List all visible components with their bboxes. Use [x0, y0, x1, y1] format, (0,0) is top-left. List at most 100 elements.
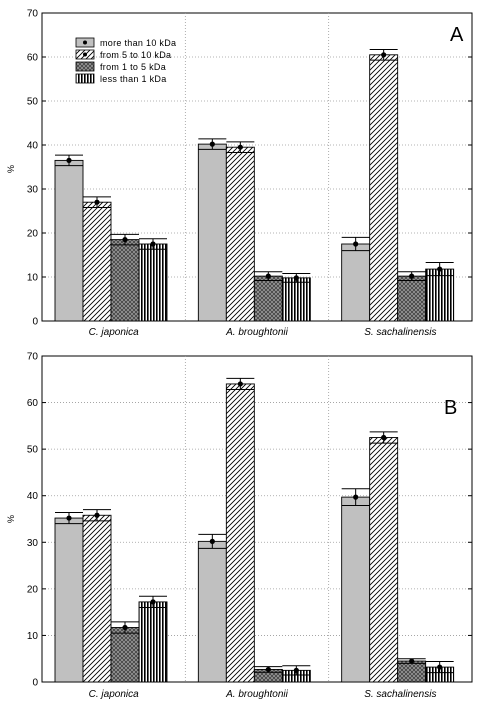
y-tick-label: 70	[27, 352, 39, 363]
error-bar	[341, 236, 370, 252]
gridlines	[42, 356, 472, 682]
legend-label: from 5 to 10 kDa	[100, 50, 171, 60]
y-tick-label: 0	[32, 317, 38, 328]
legend-item: from 5 to 10 kDa	[75, 49, 171, 60]
mean-point	[409, 658, 415, 664]
mean-point	[209, 538, 215, 544]
y-tick-label: 50	[27, 97, 39, 108]
bars	[54, 377, 455, 683]
y-tick-label: 50	[27, 445, 39, 456]
category-label: C. japonica	[89, 327, 139, 338]
mean-point	[94, 512, 100, 518]
legend-label: more than 10 kDa	[100, 38, 176, 48]
y-tick-label: 20	[27, 229, 39, 240]
legend-item: less than 1 kDa	[75, 73, 167, 84]
y-tick-label: 40	[27, 491, 39, 502]
bar	[110, 627, 140, 683]
legend: more than 10 kDa from 5 to 10 kDa from 1 t…	[75, 37, 176, 84]
mean-point	[265, 666, 271, 673]
legend-label: less than 1 kDa	[100, 74, 167, 84]
panel-label: A	[450, 24, 464, 46]
bar	[225, 146, 255, 322]
error-bar	[425, 261, 454, 277]
bar	[369, 437, 399, 683]
error-bar	[254, 666, 283, 673]
bars	[54, 49, 455, 322]
category-labels: C. japonica A. broughtonii S. sachalinensi…	[89, 689, 437, 700]
y-tick-label: 40	[27, 141, 39, 152]
legend-item: from 1 to 5 kDa	[75, 61, 166, 72]
mean-point	[381, 434, 387, 441]
error-bar	[55, 154, 83, 167]
mean-point	[437, 664, 443, 670]
bar	[54, 159, 84, 322]
y-tick-label: 30	[27, 185, 39, 196]
category-label: C. japonica	[89, 689, 139, 700]
mean-point	[209, 141, 215, 147]
legend-item: more than 10 kDa	[75, 37, 176, 48]
bar	[397, 660, 427, 683]
mean-point	[150, 241, 156, 247]
legend-label: from 1 to 5 kDa	[100, 62, 166, 72]
y-tick-label: 60	[27, 398, 39, 409]
category-label: S. sachalinensis	[364, 327, 436, 338]
mean-point	[437, 266, 443, 272]
error-bar	[198, 138, 227, 150]
mean-point	[293, 275, 299, 281]
bar	[397, 275, 427, 322]
y-tick-label: 0	[32, 678, 38, 689]
bar	[253, 275, 283, 322]
bar	[138, 601, 168, 683]
bar	[197, 143, 227, 322]
y-ticks: 0 10 20 30 40 50 60 70	[27, 352, 472, 689]
category-label: A. broughtonii	[225, 689, 288, 700]
error-bar	[198, 533, 227, 549]
error-bar	[83, 509, 111, 522]
bar	[54, 517, 84, 683]
y-tick-label: 20	[27, 584, 39, 595]
y-axis-label: %	[6, 165, 16, 173]
bar	[82, 201, 112, 322]
mean-point	[237, 381, 243, 387]
mean-point	[353, 241, 359, 247]
bar	[281, 277, 311, 322]
error-bar	[139, 595, 167, 608]
error-bar	[226, 141, 255, 153]
y-tick-label: 70	[27, 9, 39, 20]
chart-panel-a: 0 10 20 30 40 50 60 70 C. japonica A. broughtoni…	[6, 9, 473, 338]
error-bar	[111, 621, 139, 634]
y-tick-label: 10	[27, 273, 39, 284]
bar	[197, 540, 227, 683]
error-bar	[425, 661, 454, 674]
bar	[341, 496, 371, 683]
mean-point	[150, 599, 156, 605]
chart-panel-b: 0 10 20 30 40 50 60 70 C. japonica A. broughtoni…	[6, 352, 473, 700]
y-tick-label: 30	[27, 538, 39, 549]
error-bar	[341, 488, 370, 506]
error-bar	[139, 238, 167, 250]
mean-point	[122, 237, 128, 243]
y-tick-label: 60	[27, 53, 39, 64]
error-bar	[226, 377, 255, 391]
mean-point	[122, 624, 128, 631]
bar	[82, 514, 112, 683]
category-label: S. sachalinensis	[364, 689, 436, 700]
error-bar	[282, 272, 311, 283]
error-bar	[83, 196, 111, 208]
mean-point	[353, 494, 359, 500]
y-axis-label: %	[6, 515, 16, 523]
mean-point	[381, 52, 387, 58]
mean-point	[265, 273, 271, 279]
bar	[369, 54, 399, 322]
error-bar	[282, 665, 311, 676]
gridlines	[42, 13, 472, 321]
y-tick-label: 10	[27, 631, 39, 642]
mean-point	[66, 515, 72, 521]
mean-point	[66, 157, 72, 163]
bar	[425, 268, 455, 322]
bar	[138, 243, 168, 322]
y-ticks: 0 10 20 30 40 50 60 70	[27, 9, 472, 328]
error-bar	[55, 511, 83, 525]
mean-point	[293, 667, 299, 673]
